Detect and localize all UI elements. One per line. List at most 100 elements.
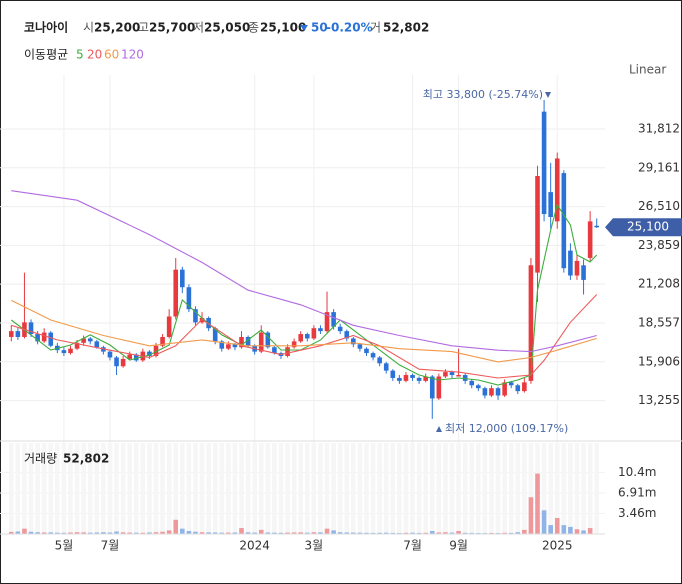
candle-body bbox=[587, 221, 593, 258]
volume-bar bbox=[429, 531, 435, 534]
candle-body bbox=[548, 192, 553, 217]
candle-body bbox=[390, 370, 396, 378]
volume-bar bbox=[272, 532, 277, 534]
volume-bar bbox=[449, 532, 455, 534]
volume-bar bbox=[291, 532, 297, 534]
candle-body bbox=[114, 357, 119, 367]
volume-bar bbox=[337, 532, 343, 534]
candle-body bbox=[351, 338, 356, 345]
volume-bar bbox=[351, 532, 356, 534]
candle-body bbox=[166, 316, 172, 337]
candle-body bbox=[456, 375, 461, 377]
candle-body bbox=[15, 331, 21, 337]
volume-label: 거 bbox=[370, 21, 381, 35]
volume-bar bbox=[528, 497, 534, 534]
candle-body bbox=[508, 382, 514, 386]
plot-layer bbox=[0, 75, 605, 535]
volume-bar bbox=[140, 532, 146, 534]
volume-bar bbox=[166, 530, 172, 534]
candle-body bbox=[476, 385, 481, 389]
candle-body bbox=[180, 269, 185, 288]
scale-mode[interactable]: Linear bbox=[629, 63, 666, 77]
candle-body bbox=[331, 312, 336, 327]
candle-body bbox=[515, 385, 521, 392]
moving-average-line bbox=[11, 299, 597, 363]
candle-body bbox=[193, 309, 198, 323]
volume-bar bbox=[278, 532, 284, 534]
change-percent: -0.20% bbox=[326, 21, 373, 35]
candle-body bbox=[147, 351, 152, 357]
x-tick-label: 2024 bbox=[239, 539, 270, 553]
candle-body bbox=[383, 363, 389, 371]
volume-bar bbox=[35, 532, 40, 534]
ma-legend: 120 bbox=[121, 48, 144, 62]
volume-bar bbox=[285, 532, 290, 534]
volume-bar bbox=[107, 532, 113, 534]
x-tick-label: 9월 bbox=[449, 539, 468, 553]
volume-bar bbox=[239, 528, 244, 534]
volume-bar bbox=[456, 531, 461, 534]
candle-body bbox=[554, 158, 560, 222]
volume-bar bbox=[153, 532, 159, 534]
candle-body bbox=[74, 342, 80, 349]
high-annotation: 최고 33,800 (-25.74%) bbox=[423, 88, 543, 101]
volume-bar bbox=[364, 532, 369, 534]
last-price-tag bbox=[605, 218, 682, 237]
candle-body bbox=[81, 338, 86, 343]
volume-bar bbox=[68, 532, 73, 534]
candle-body bbox=[482, 388, 488, 396]
volume-bar bbox=[416, 532, 422, 534]
candle-body bbox=[568, 250, 573, 276]
candle-body bbox=[160, 336, 165, 346]
candle-body bbox=[35, 334, 40, 342]
volume-bar bbox=[94, 532, 100, 534]
candle-body bbox=[186, 287, 192, 310]
candle-body bbox=[541, 111, 547, 215]
y-tick-label: 23,859 bbox=[638, 238, 680, 252]
ma-title: 이동평균 bbox=[24, 48, 68, 62]
volume-bar bbox=[87, 532, 93, 534]
low-marker bbox=[436, 426, 442, 432]
volume-tick-label: 3.46m bbox=[618, 506, 656, 520]
candle-body bbox=[304, 334, 310, 339]
volume-bar bbox=[199, 532, 205, 534]
volume-bar bbox=[502, 532, 507, 534]
moving-average-line bbox=[11, 190, 597, 353]
candle-body bbox=[535, 176, 540, 273]
volume-bar bbox=[489, 532, 494, 534]
candle-body bbox=[337, 326, 343, 332]
close-label: 종 bbox=[248, 21, 259, 35]
volume-bar bbox=[120, 532, 126, 534]
candle-body bbox=[522, 382, 527, 392]
volume-bar bbox=[74, 532, 80, 534]
candle-body bbox=[502, 382, 507, 396]
volume-bar bbox=[344, 532, 350, 534]
candle-body bbox=[107, 351, 113, 358]
volume-bar bbox=[258, 529, 264, 534]
candle-body bbox=[423, 376, 428, 381]
volume-bar bbox=[160, 531, 165, 534]
volume-bar bbox=[28, 531, 34, 534]
y-tick-label: 31,812 bbox=[638, 122, 680, 136]
candle-body bbox=[410, 375, 415, 378]
volume-bar bbox=[101, 532, 106, 534]
candle-body bbox=[8, 331, 14, 337]
low-label: 저 bbox=[193, 21, 204, 35]
volume-bar bbox=[535, 473, 540, 534]
candle-body bbox=[41, 332, 47, 342]
volume-bar bbox=[357, 532, 363, 534]
volume-bar bbox=[180, 528, 185, 534]
volume-bar bbox=[226, 532, 231, 534]
candle-body bbox=[581, 265, 586, 280]
ma-legend: 5 bbox=[76, 48, 84, 62]
volume-bar bbox=[318, 532, 323, 534]
volume-bar bbox=[206, 532, 211, 534]
change-value: 50 bbox=[311, 21, 328, 35]
ma-legend: 20 bbox=[87, 48, 102, 62]
x-tick-label: 7월 bbox=[101, 539, 120, 553]
candle-body bbox=[226, 344, 231, 349]
candle-body bbox=[94, 341, 100, 348]
high-marker bbox=[545, 92, 551, 98]
volume-bar bbox=[587, 528, 593, 534]
